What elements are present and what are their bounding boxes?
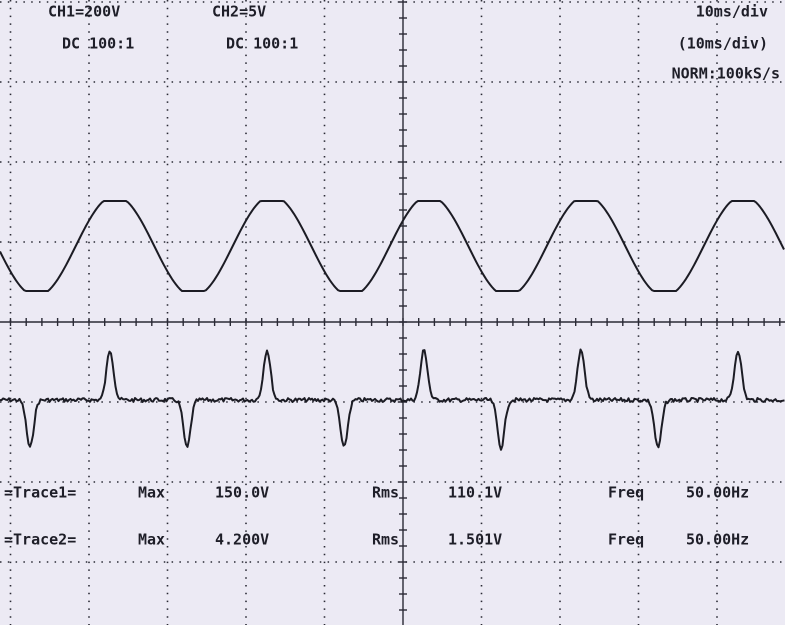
max-label: Max xyxy=(138,531,165,549)
rms-value: 1.501V xyxy=(448,531,502,549)
measurement-row: =Trace2= Max 4.200V Rms 1.501V Freq 50.0… xyxy=(4,531,749,549)
freq-label: Freq xyxy=(608,484,644,502)
ch1-coupling: DC 100:1 xyxy=(62,35,134,53)
trace-label: =Trace1= xyxy=(4,484,76,502)
max-value: 4.200V xyxy=(215,531,269,549)
ch1-scale: CH1=200V xyxy=(48,3,120,21)
timebase-secondary: (10ms/div) xyxy=(678,35,768,53)
ch2-scale: CH2=5V xyxy=(212,3,266,21)
rms-label: Rms xyxy=(372,484,399,502)
freq-label: Freq xyxy=(608,531,644,549)
freq-value: 50.00Hz xyxy=(686,531,749,549)
measurement-row: =Trace1= Max 150.0V Rms 110.1V Freq 50.0… xyxy=(4,484,749,502)
rms-value: 110.1V xyxy=(448,484,502,502)
trace-1-waveform xyxy=(0,200,785,292)
trace-2-waveform xyxy=(0,348,785,451)
max-label: Max xyxy=(138,484,165,502)
rms-label: Rms xyxy=(372,531,399,549)
trace-label: =Trace2= xyxy=(4,531,76,549)
timebase: 10ms/div xyxy=(696,3,768,21)
acquisition-mode: NORM:100kS/s xyxy=(672,65,780,83)
freq-value: 50.00Hz xyxy=(686,484,749,502)
ch2-coupling: DC 100:1 xyxy=(226,35,298,53)
max-value: 150.0V xyxy=(215,484,269,502)
